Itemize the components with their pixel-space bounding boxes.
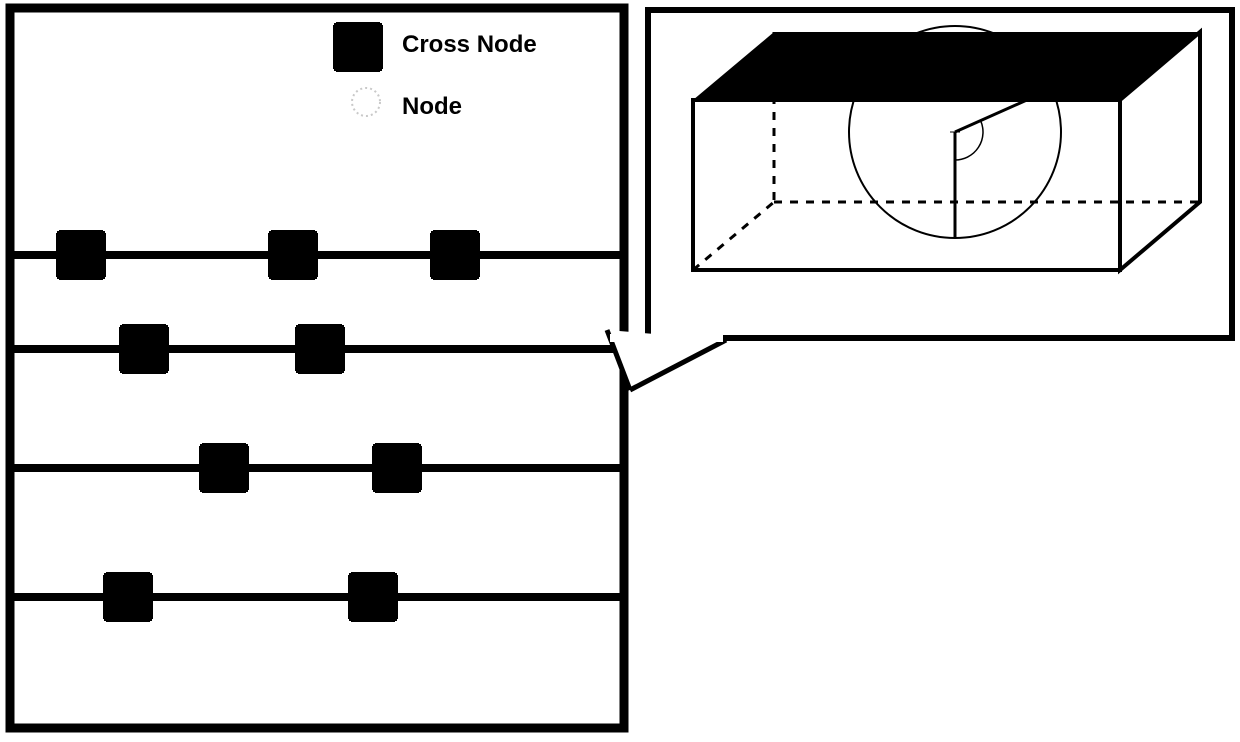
cross-node-5 [199,443,249,493]
legend-label-cross-node: Cross Node [402,31,537,58]
cross-node-3 [119,324,169,374]
cross-node-0 [56,230,106,280]
cross-node-2 [430,230,480,280]
legend-node-icon [352,88,380,116]
cross-node-8 [348,572,398,622]
legend-label-node: Node [402,93,462,120]
cuboid-top-face [693,32,1200,100]
cross-node-7 [103,572,153,622]
diagram-svg: Cross Node Node [0,0,1240,737]
legend-cross-node-icon [333,22,383,72]
cross-node-6 [372,443,422,493]
cross-node-1 [268,230,318,280]
cross-node-4 [295,324,345,374]
